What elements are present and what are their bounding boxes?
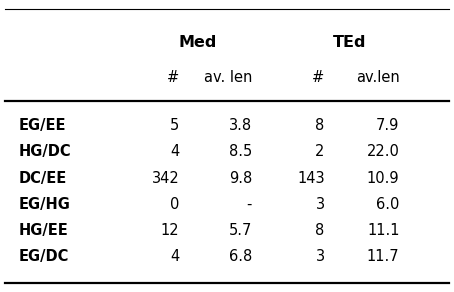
Text: av.len: av.len bbox=[356, 70, 400, 85]
Text: 5.7: 5.7 bbox=[229, 223, 252, 238]
Text: 3: 3 bbox=[316, 197, 325, 212]
Text: 6.0: 6.0 bbox=[376, 197, 400, 212]
Text: 9.8: 9.8 bbox=[229, 171, 252, 186]
Text: -: - bbox=[247, 197, 252, 212]
Text: 8.5: 8.5 bbox=[229, 144, 252, 159]
Text: 10.9: 10.9 bbox=[367, 171, 400, 186]
Text: 22.0: 22.0 bbox=[367, 144, 400, 159]
Text: 12: 12 bbox=[161, 223, 179, 238]
Text: #: # bbox=[312, 70, 325, 85]
Text: EG/DC: EG/DC bbox=[18, 249, 69, 265]
Text: 11.7: 11.7 bbox=[367, 249, 400, 265]
Text: 11.1: 11.1 bbox=[367, 223, 400, 238]
Text: 4: 4 bbox=[170, 144, 179, 159]
Text: EG/EE: EG/EE bbox=[18, 118, 66, 133]
Text: 5: 5 bbox=[170, 118, 179, 133]
Text: HG/DC: HG/DC bbox=[18, 144, 71, 159]
Text: 8: 8 bbox=[316, 223, 325, 238]
Text: 3.8: 3.8 bbox=[229, 118, 252, 133]
Text: 7.9: 7.9 bbox=[376, 118, 400, 133]
Text: 342: 342 bbox=[152, 171, 179, 186]
Text: 8: 8 bbox=[316, 118, 325, 133]
Text: 0: 0 bbox=[170, 197, 179, 212]
Text: 4: 4 bbox=[170, 249, 179, 265]
Text: DC/EE: DC/EE bbox=[18, 171, 66, 186]
Text: Med: Med bbox=[178, 35, 217, 50]
Text: #: # bbox=[167, 70, 179, 85]
Text: HG/EE: HG/EE bbox=[18, 223, 68, 238]
Text: TEd: TEd bbox=[333, 35, 366, 50]
Text: av. len: av. len bbox=[203, 70, 252, 85]
Text: 2: 2 bbox=[315, 144, 325, 159]
Text: 143: 143 bbox=[297, 171, 325, 186]
Text: 3: 3 bbox=[316, 249, 325, 265]
Text: EG/HG: EG/HG bbox=[18, 197, 70, 212]
Text: 6.8: 6.8 bbox=[229, 249, 252, 265]
